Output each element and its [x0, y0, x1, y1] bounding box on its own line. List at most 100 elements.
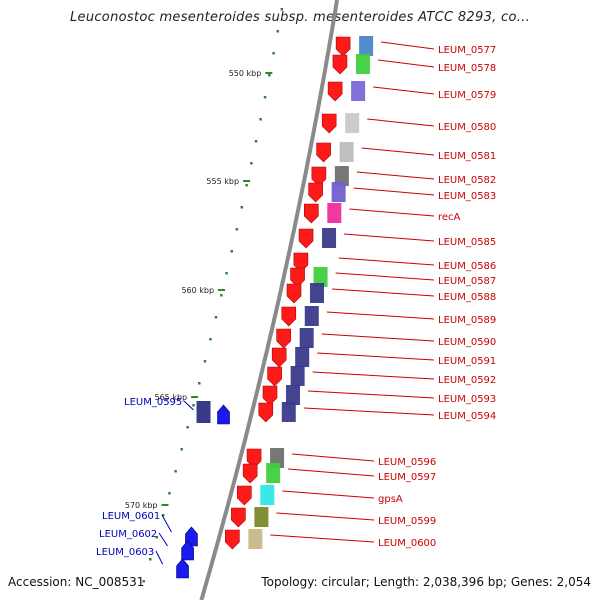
minor-tick	[168, 492, 171, 495]
leader-line	[312, 371, 435, 380]
reverse-strand-genes	[176, 404, 230, 579]
minor-tick	[230, 250, 234, 253]
minor-tick	[214, 316, 218, 319]
forward-gene-arrow	[316, 142, 331, 163]
cog-band	[339, 142, 354, 162]
minor-tick	[198, 382, 201, 385]
forward-gene-arrow	[332, 54, 348, 75]
leader-line	[338, 257, 435, 266]
minor-tick	[186, 426, 189, 429]
forward-gene-arrow	[298, 228, 314, 249]
gene-label: LEUM_0577	[438, 45, 496, 56]
tick-label: 550 kbp	[229, 69, 262, 78]
gene-label: LEUM_0580	[438, 122, 496, 133]
cog-band	[310, 283, 325, 303]
cog-band	[285, 385, 300, 405]
forward-gene-arrow	[267, 366, 282, 387]
tick-label: 565 kbp	[155, 393, 188, 402]
minor-tick	[276, 30, 280, 33]
forward-gene-arrow	[242, 463, 258, 484]
minor-tick	[174, 470, 177, 473]
gene-label: gpsA	[378, 494, 403, 505]
leader-line	[335, 272, 435, 281]
gene-label: LEUM_0579	[438, 90, 496, 101]
minor-tick	[250, 162, 253, 165]
forward-strand-genes	[225, 36, 351, 550]
gene-label: LEUM_0582	[438, 175, 496, 186]
gene-label: LEUM_0602	[99, 529, 157, 540]
forward-gene-arrow	[286, 283, 302, 304]
cog-band	[295, 347, 310, 367]
tick-label: 560 kbp	[181, 286, 214, 295]
tick-label: 555 kbp	[206, 177, 239, 186]
forward-gene-arrow	[290, 267, 305, 288]
forward-gene-arrow	[335, 36, 351, 57]
gene-label: LEUM_0592	[438, 375, 496, 386]
minor-tick	[209, 338, 212, 341]
leader-line	[288, 468, 375, 477]
leader-line	[317, 352, 435, 361]
cog-bands	[196, 36, 374, 549]
leader-line	[321, 333, 435, 342]
gene-label: LEUM_0599	[378, 516, 436, 527]
leader-line	[331, 288, 435, 297]
gene-label: LEUM_0593	[438, 394, 496, 405]
gene-label: LEUM_0594	[438, 411, 496, 422]
minor-tick	[220, 294, 223, 297]
cog-band	[313, 267, 328, 287]
leader-line	[292, 453, 375, 462]
minor-tick	[225, 272, 228, 275]
cog-band	[254, 507, 269, 527]
forward-gene-arrow	[246, 448, 262, 469]
cog-band	[345, 113, 360, 133]
cog-band	[266, 463, 281, 483]
cog-band	[322, 228, 337, 248]
minor-tick	[268, 74, 271, 77]
forward-gene-arrow	[304, 203, 319, 224]
cog-band	[304, 306, 319, 326]
cog-band	[327, 203, 342, 223]
forward-gene-arrow	[327, 81, 343, 102]
kbp-ticks: 550 kbp 555 kbp 560 kbp 565 kbp 570 kbp	[125, 8, 284, 583]
gene-label: LEUM_0595	[124, 397, 182, 408]
minor-tick	[245, 184, 248, 187]
reverse-gene-arrow	[176, 558, 189, 579]
minor-tick	[155, 536, 159, 539]
minor-tick	[149, 558, 152, 561]
leader-line	[161, 514, 172, 533]
leader-line	[276, 512, 375, 521]
map-title: Leuconostoc mesenteroides subsp. mesente…	[69, 10, 531, 25]
gene-label: LEUM_0581	[438, 151, 496, 162]
gene-label: LEUM_0578	[438, 63, 496, 74]
cog-band	[196, 401, 211, 423]
leader-line	[282, 490, 375, 499]
minor-tick	[263, 96, 267, 99]
leader-line	[158, 532, 169, 547]
tick-label: 570 kbp	[125, 501, 158, 510]
leader-line	[349, 208, 435, 217]
leader-line	[367, 118, 435, 127]
cog-band	[331, 182, 346, 202]
reverse-gene-arrow	[185, 526, 198, 547]
genome-summary: Topology: circular; Length: 2,038,396 bp…	[261, 575, 591, 589]
gene-label: LEUM_0587	[438, 276, 496, 287]
minor-tick	[272, 52, 275, 55]
gene-label: LEUM_0601	[102, 511, 160, 522]
reverse-gene-arrow	[217, 404, 230, 425]
leader-line	[381, 41, 435, 50]
forward-gene-arrow	[271, 347, 287, 368]
cog-band	[334, 166, 349, 186]
gene-label: LEUM_0585	[438, 237, 496, 248]
leader-line	[356, 171, 435, 180]
reverse-gene-arrow	[181, 540, 194, 561]
gene-label: LEUM_0590	[438, 337, 496, 348]
gene-label: LEUM_0596	[378, 457, 436, 468]
leader-line	[155, 550, 163, 565]
gene-label: LEUM_0600	[378, 538, 436, 549]
cog-band	[299, 328, 314, 348]
forward-gene-arrow	[262, 385, 278, 406]
forward-gene-arrow	[308, 182, 323, 203]
leader-line	[270, 534, 375, 543]
minor-tick	[259, 118, 262, 121]
